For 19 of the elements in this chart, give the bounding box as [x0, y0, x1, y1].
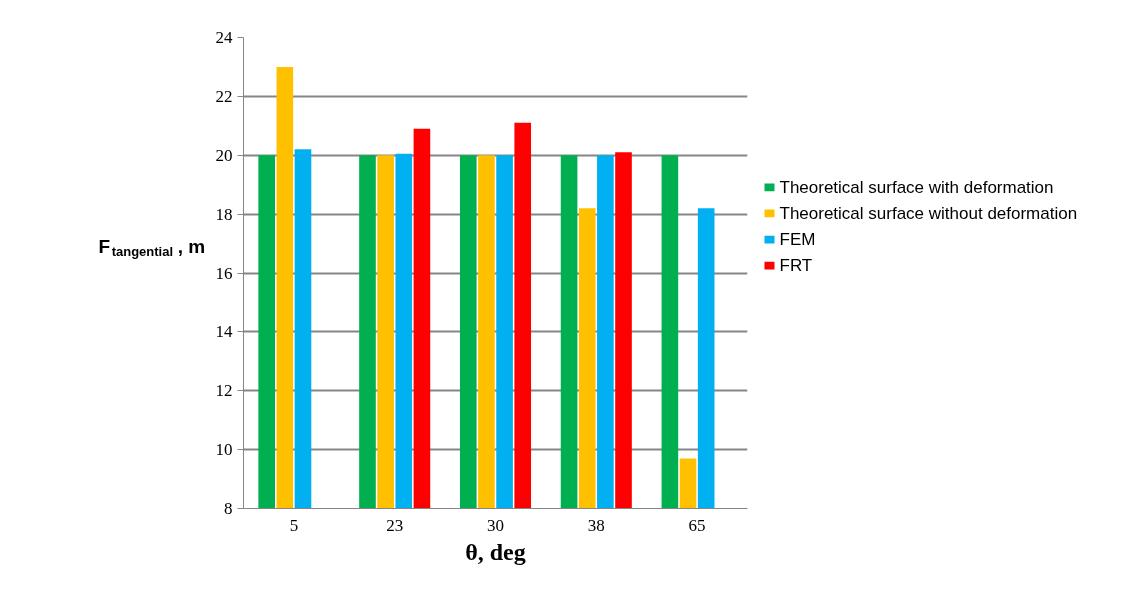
legend-label: FEM — [779, 230, 816, 250]
y-tick-label: 14 — [215, 322, 233, 342]
legend-label: FRT — [779, 256, 813, 276]
x-axis-title: θ, deg — [465, 538, 526, 565]
x-tick-label: 23 — [386, 515, 404, 535]
y-tick-label: 8 — [224, 499, 233, 518]
y-tick-label: 16 — [215, 263, 233, 283]
x-tick-label: 65 — [688, 515, 706, 535]
x-tick-label: 30 — [487, 515, 504, 535]
y-tick-label: 20 — [215, 145, 233, 165]
legend-label: Theoretical surface without deformation — [779, 203, 1078, 223]
y-tick-label: 10 — [215, 440, 233, 460]
y-tick-label: 18 — [215, 204, 233, 224]
x-tick-label: 38 — [587, 515, 605, 535]
x-tick-label: 5 — [289, 515, 299, 535]
y-tick-label: 12 — [215, 381, 233, 401]
legend-label: Theoretical surface with deformation — [779, 177, 1054, 197]
y-tick-label: 22 — [215, 86, 233, 106]
y-tick-label: 24 — [215, 28, 233, 47]
